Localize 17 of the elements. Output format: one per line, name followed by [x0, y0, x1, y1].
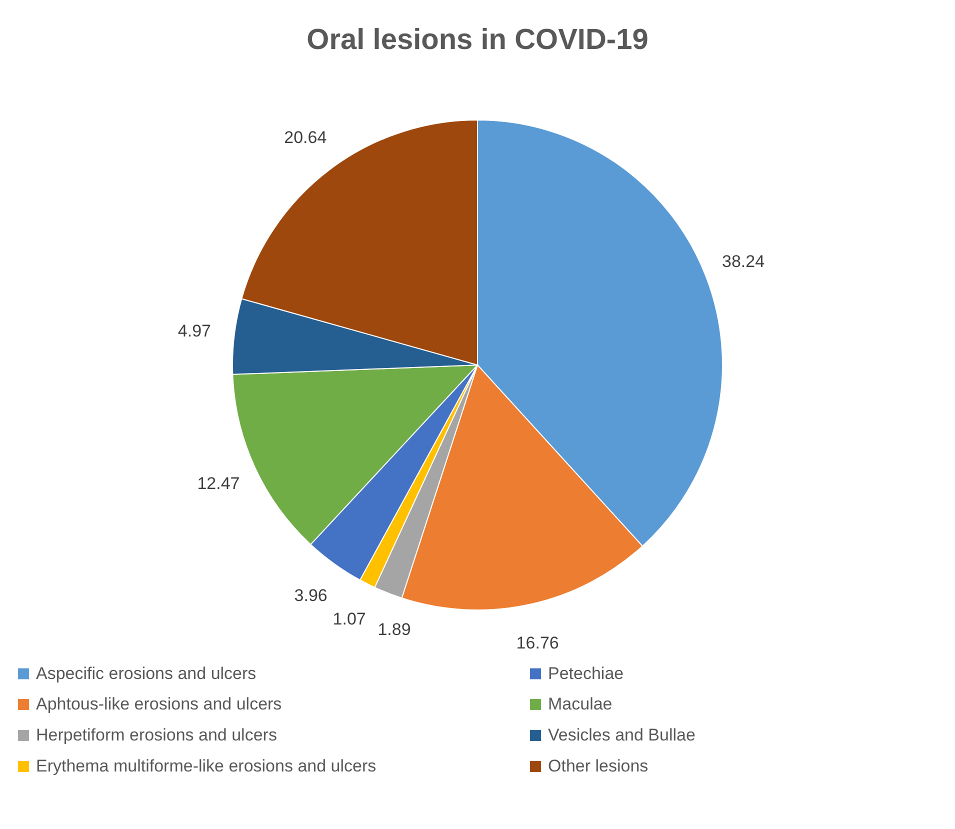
legend-label: Vesicles and Bullae	[548, 726, 696, 744]
data-label: 1.89	[378, 620, 411, 640]
data-label: 12.47	[197, 474, 240, 493]
data-label: 16.76	[516, 634, 559, 653]
legend-label: Maculae	[548, 694, 612, 714]
legend-label: Other lesions	[548, 756, 648, 776]
legend-label: Erythema multiforme-like erosions and ulcers	[36, 756, 376, 776]
data-label: 20.64	[284, 128, 327, 147]
data-label: 3.96	[294, 586, 328, 606]
data-label: 1.07	[332, 610, 366, 629]
chart-title: Oral lesions in COVID-19	[306, 24, 648, 56]
legend-label: Aspecific erosions and ulcers	[36, 664, 256, 683]
legend-label: Herpetiform erosions and ulcers	[36, 726, 277, 744]
legend-label: Aphtous-like erosions and ulcers	[36, 694, 282, 714]
data-label: 38.24	[722, 252, 765, 272]
legend-label: Petechiae	[548, 664, 624, 683]
data-label: 4.97	[178, 322, 212, 340]
